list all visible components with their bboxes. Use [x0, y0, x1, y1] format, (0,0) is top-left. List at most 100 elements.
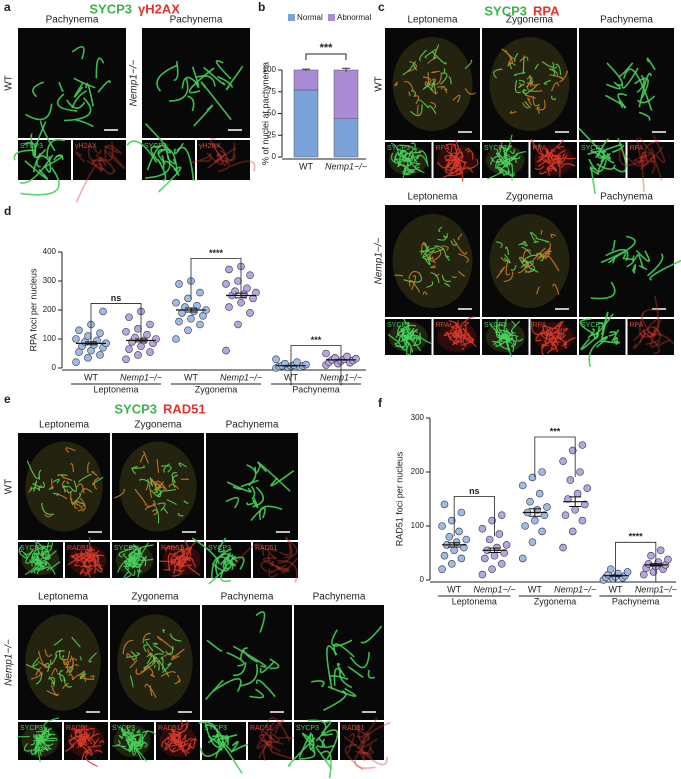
chromosome — [588, 158, 607, 173]
chromosome — [535, 329, 545, 342]
chromosome — [268, 568, 279, 579]
chromosome — [91, 476, 104, 485]
chromosome — [216, 153, 236, 161]
chromosome — [258, 505, 283, 521]
dot — [566, 476, 575, 484]
dot — [481, 554, 489, 563]
y-tick-label: 100 — [411, 521, 425, 530]
x-tick-label: Nemp1−/− — [120, 372, 162, 382]
chromosome — [125, 733, 140, 742]
chromosome — [93, 477, 100, 490]
chromosome — [562, 327, 568, 332]
chromosome — [524, 100, 531, 109]
image-bg — [73, 140, 126, 180]
micrograph — [482, 134, 529, 181]
chromosome — [145, 641, 154, 652]
chromosome — [551, 95, 557, 100]
chromosome — [367, 669, 376, 679]
chromosome — [142, 450, 149, 464]
micrograph — [385, 318, 433, 356]
chromosome — [403, 318, 411, 326]
channel-label: SYCP3 — [484, 145, 507, 152]
channel-label: SYCP3 — [296, 725, 319, 732]
micrograph — [618, 134, 674, 192]
dot — [96, 329, 104, 338]
chromosome — [39, 564, 45, 570]
chromosome — [30, 741, 36, 746]
chromosome — [42, 729, 46, 736]
micrograph — [433, 139, 480, 182]
chromosome — [171, 746, 179, 753]
chromosome — [650, 147, 663, 181]
dot — [543, 503, 551, 511]
chromosome — [390, 152, 399, 164]
y-tick-label: 300 — [43, 276, 57, 285]
chromosome — [409, 104, 423, 117]
chromosome — [88, 551, 94, 562]
chromosome — [199, 745, 226, 758]
chromosome — [40, 748, 51, 753]
chromosome — [268, 734, 273, 750]
chromosome — [448, 320, 458, 328]
chromosome — [557, 160, 563, 168]
title-word: SYCP3 — [484, 3, 527, 18]
channel-label: RAD51 — [255, 545, 278, 552]
chromosome — [156, 64, 178, 92]
error-bar — [488, 547, 501, 553]
chromosome — [322, 729, 339, 761]
micrograph — [17, 717, 62, 763]
chromosome — [458, 271, 466, 278]
chromosome — [33, 480, 38, 492]
chromosome — [68, 673, 75, 681]
chromosome — [638, 72, 652, 108]
chromosome — [152, 642, 158, 645]
chromosome — [502, 334, 509, 339]
channel-label: SYCP3 — [20, 545, 43, 552]
chromosome — [401, 325, 410, 341]
chromosome — [503, 170, 515, 177]
chromosome — [215, 548, 232, 577]
chromosome — [503, 254, 511, 264]
chromosome — [57, 474, 68, 476]
chromosome — [408, 270, 420, 280]
chromosome — [50, 654, 58, 665]
chromosome — [311, 680, 325, 688]
image-bg — [340, 722, 384, 760]
dot — [583, 484, 592, 493]
channel-label: γH2AX — [199, 143, 221, 150]
chromosome — [173, 736, 178, 743]
chromosome — [130, 556, 139, 560]
chromosome — [448, 76, 452, 85]
significance-bracket — [453, 496, 495, 537]
chromosome — [519, 56, 529, 63]
channel-label: γH2AX — [75, 143, 97, 150]
chromosome — [424, 242, 434, 253]
chromosome — [536, 286, 541, 295]
chromosome — [612, 257, 616, 264]
chromosome — [39, 557, 48, 562]
chromosome — [518, 262, 530, 274]
dot — [172, 335, 180, 343]
chromosome — [123, 571, 132, 579]
chromosome — [496, 266, 506, 279]
chromosome — [170, 552, 186, 565]
chromosome — [547, 168, 552, 172]
chromosome — [43, 662, 50, 673]
error-bar — [302, 68, 310, 71]
chromosome — [427, 55, 438, 65]
chromosome — [273, 751, 296, 761]
chromosome — [457, 319, 462, 332]
chromosome — [177, 720, 189, 736]
chromosome — [123, 557, 131, 562]
significance-bracket — [534, 436, 576, 477]
dot — [222, 280, 230, 288]
chromosome — [41, 502, 55, 516]
dot — [497, 559, 506, 568]
chromosome — [104, 149, 126, 169]
chromosome — [258, 740, 271, 759]
chromosome — [191, 537, 220, 565]
chromosome — [353, 726, 371, 735]
chromosome — [157, 502, 166, 512]
chromosome — [71, 673, 87, 682]
chromosome — [580, 334, 599, 351]
